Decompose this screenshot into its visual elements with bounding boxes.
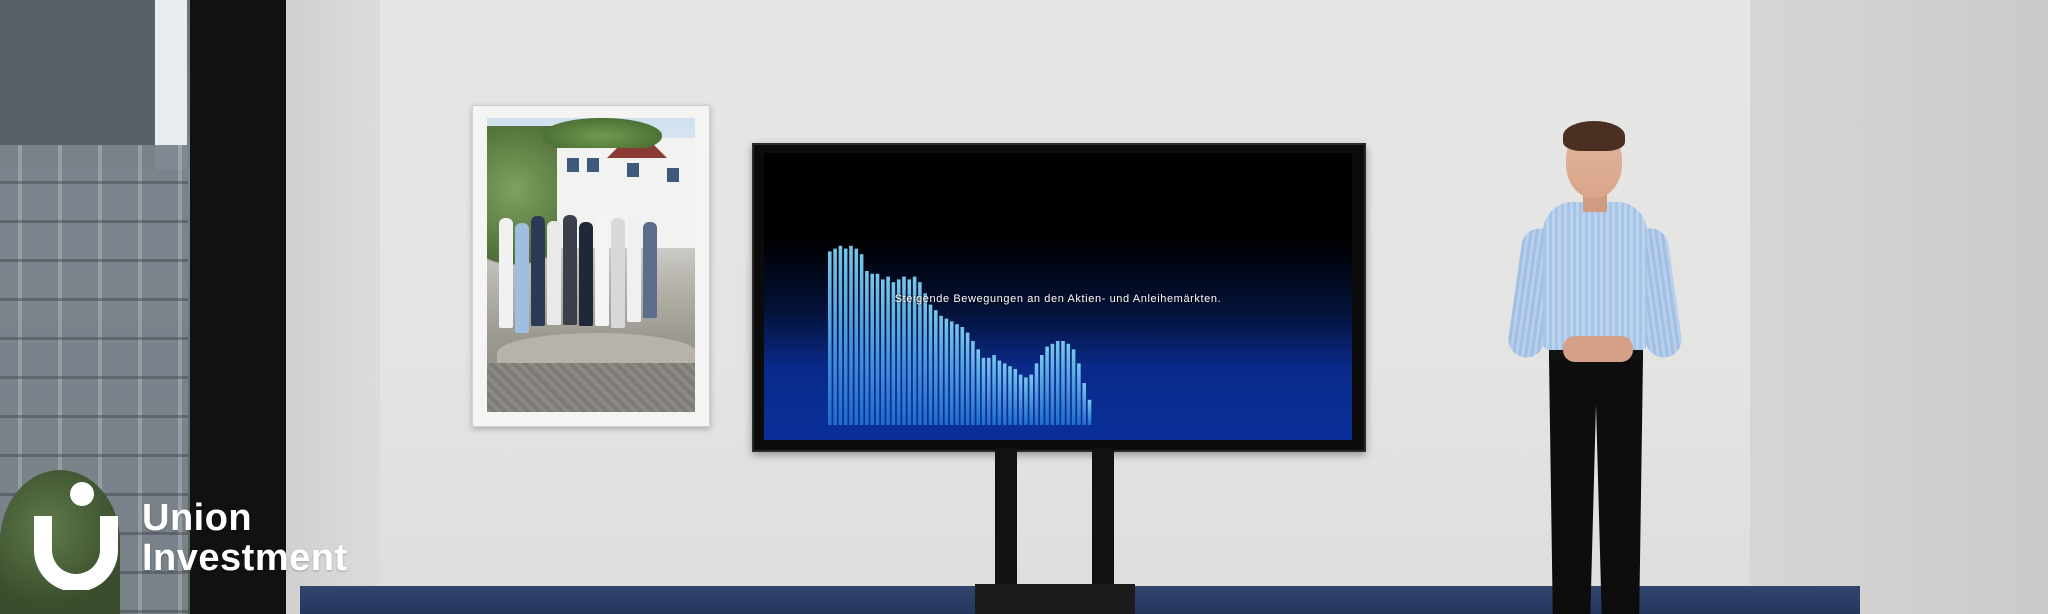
screen-bar — [833, 248, 837, 425]
team-photo — [487, 118, 695, 412]
screen-bar — [1034, 363, 1039, 425]
screen-bar — [944, 318, 949, 425]
window-glass — [0, 0, 190, 614]
avatar-hair — [1563, 121, 1625, 151]
screen-bar — [1029, 374, 1033, 425]
photo-person — [499, 218, 513, 328]
screen-bar — [854, 248, 859, 425]
display-monitor: Steigende Bewegungen an den Aktien- und … — [752, 143, 1366, 452]
screen-bar — [838, 245, 843, 425]
monitor-stand-base — [975, 584, 1135, 614]
logo-wordmark: Union Investment — [142, 498, 348, 578]
screen-bar — [987, 357, 991, 425]
presenter-avatar — [1505, 118, 1705, 614]
screen-caption: Steigende Bewegungen an den Aktien- und … — [894, 293, 1222, 305]
photo-window — [627, 163, 639, 177]
sky — [155, 0, 187, 170]
screen-bar — [1040, 355, 1044, 425]
screen-bar — [928, 304, 933, 425]
screen-bar — [886, 276, 890, 425]
photo-window — [667, 168, 679, 182]
screen-bar — [1045, 346, 1049, 425]
photo-person — [563, 215, 577, 325]
screen-bar — [918, 282, 922, 425]
screen-bar — [1071, 349, 1076, 425]
screen-bar — [960, 327, 965, 425]
photo-pavement — [487, 363, 695, 412]
outside-building — [0, 0, 155, 170]
photo-person — [611, 218, 625, 328]
logo-line-investment: Investment — [142, 537, 348, 579]
screen-bar — [891, 282, 896, 425]
logo-line-union: Union — [142, 497, 253, 539]
avatar-legs — [1549, 358, 1643, 614]
screen-bar — [859, 254, 864, 425]
screen-bar — [865, 271, 869, 425]
screen-bar — [1018, 374, 1023, 425]
screen-bar — [849, 245, 853, 425]
screen-bar — [1055, 341, 1060, 425]
logo-mark-icon — [34, 482, 118, 590]
photo-window — [567, 158, 579, 172]
screen-bar — [1082, 383, 1086, 425]
screen-bar — [1050, 343, 1055, 425]
photo-person — [595, 214, 609, 326]
screen-bar — [949, 321, 954, 425]
screen-bar — [902, 276, 906, 425]
screen-bar — [1024, 377, 1028, 425]
screen-bar — [843, 248, 848, 425]
bar-visualization — [828, 245, 1092, 425]
screen-bar — [1087, 399, 1092, 425]
screen-bar — [881, 279, 885, 425]
screen-bar — [976, 349, 980, 425]
monitor-stand-post — [1092, 448, 1114, 614]
screen-bar — [1013, 369, 1018, 425]
avatar-shirt — [1543, 202, 1647, 352]
photo-window — [587, 158, 599, 172]
screen-bar — [955, 324, 959, 425]
screen-bar — [828, 251, 832, 425]
left-wall — [286, 0, 380, 614]
screen-bar — [912, 276, 917, 425]
screen-bar — [1061, 341, 1065, 425]
screen-bar — [997, 360, 1002, 425]
photo-person — [547, 221, 561, 325]
avatar-hands — [1563, 336, 1633, 362]
screen-bar — [1008, 366, 1012, 425]
screen-bar — [981, 357, 986, 425]
screen-bar — [1066, 343, 1071, 425]
screen-bar — [1077, 363, 1081, 425]
photo-tree — [542, 118, 662, 148]
screen-bar — [965, 332, 970, 425]
monitor-stand-post — [995, 448, 1017, 614]
photo-person — [531, 216, 545, 326]
window-mullion — [190, 0, 286, 614]
union-investment-logo: Union Investment — [30, 480, 390, 590]
window — [0, 0, 286, 614]
photo-person — [627, 216, 641, 322]
screen-bar — [875, 273, 880, 425]
screen-bar — [870, 273, 874, 425]
screen-bar — [896, 279, 901, 425]
screen-bar — [1002, 363, 1007, 425]
right-wall — [1750, 0, 2048, 614]
screen-bar — [907, 279, 912, 425]
photo-person — [579, 222, 593, 326]
screen-bar — [939, 315, 943, 425]
monitor-screen: Steigende Bewegungen an den Aktien- und … — [764, 153, 1352, 440]
screen-bar — [971, 341, 975, 425]
photo-person — [643, 222, 657, 318]
screen-bar — [992, 355, 996, 425]
photo-person — [515, 223, 529, 333]
team-photo-poster — [472, 105, 710, 427]
screen-bar — [934, 310, 938, 425]
screen-bar — [923, 293, 927, 425]
